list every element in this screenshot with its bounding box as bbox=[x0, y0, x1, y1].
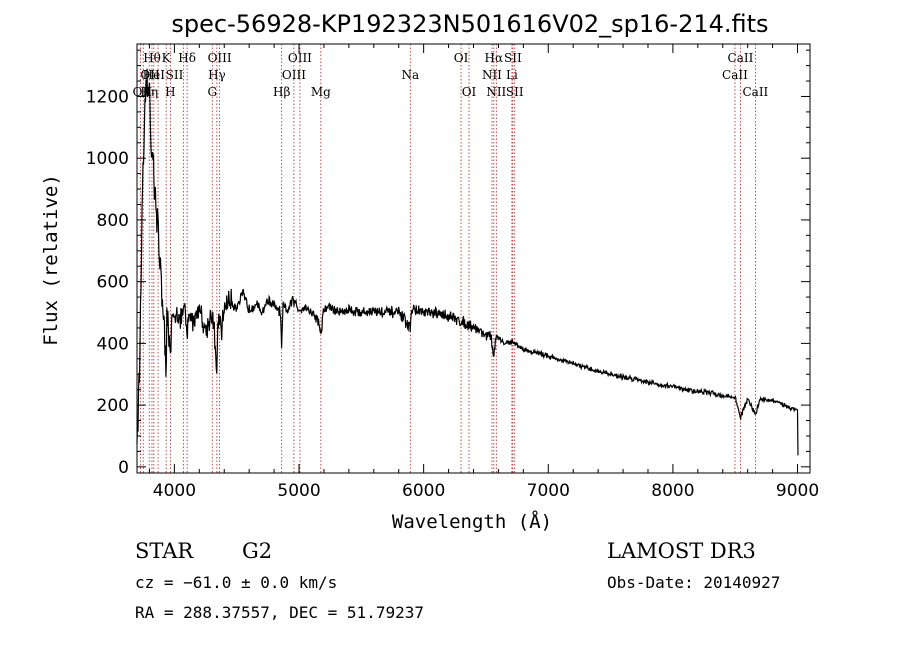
spectral-line-label-25: SII bbox=[506, 85, 524, 99]
spectral-line-label-24: SII bbox=[504, 51, 522, 65]
spectral-line-label-0: OII bbox=[140, 68, 160, 82]
x-tick-label-0: 4000 bbox=[153, 481, 196, 501]
y-tick-label-5: 1000 bbox=[86, 149, 129, 169]
spectral-line-label-10: G bbox=[207, 85, 217, 99]
x-tick-label-2: 6000 bbox=[402, 481, 445, 501]
spectral-line-label-28: CaII bbox=[742, 85, 768, 99]
spectral-line-label-6: K bbox=[162, 51, 172, 65]
x-tick-label-1: 5000 bbox=[277, 481, 320, 501]
spectral-line-label-4: HeI bbox=[143, 68, 166, 82]
spectral-line-label-7: H bbox=[165, 85, 175, 99]
coordinates: RA = 288.37557, DEC = 51.79237 bbox=[135, 603, 424, 622]
spectral-line-label-14: OIII bbox=[282, 68, 306, 82]
spectral-line-markers bbox=[139, 44, 756, 473]
spectral-line-label-11: Hγ bbox=[208, 68, 226, 82]
y-axis-label: Flux (relative) bbox=[40, 174, 62, 346]
y-tick-label-2: 400 bbox=[97, 334, 129, 354]
spectral-line-label-16: Mg bbox=[311, 85, 331, 99]
y-tick-label-1: 200 bbox=[97, 396, 129, 416]
x-tick-label-5: 9000 bbox=[776, 481, 819, 501]
x-tick-label-3: 7000 bbox=[527, 481, 570, 501]
spectral-line-label-9: Hδ bbox=[178, 51, 196, 65]
survey-name: LAMOST DR3 bbox=[607, 539, 756, 563]
spectral-line-label-21: Hα bbox=[485, 51, 504, 65]
plot-frame bbox=[136, 43, 811, 474]
observation-date: Obs-Date: 20140927 bbox=[607, 573, 780, 592]
y-tick-label-3: 600 bbox=[97, 273, 129, 293]
x-axis-label: Wavelength (Å) bbox=[392, 510, 552, 533]
spectral-line-label-18: OI bbox=[454, 51, 469, 65]
spectral-line-label-15: OIII bbox=[288, 51, 312, 65]
x-axis-ticks: 4000 5000 6000 7000 8000 9000 bbox=[148, 44, 819, 501]
spectral-line-label-22: NII bbox=[486, 85, 506, 99]
y-tick-label-4: 800 bbox=[97, 211, 129, 231]
y-tick-label-0: 0 bbox=[118, 458, 129, 478]
spectral-line-label-1: Hθ bbox=[143, 51, 161, 65]
spectral-line-label-19: OI bbox=[462, 85, 477, 99]
spectral-line-label-20: NII bbox=[482, 68, 502, 82]
spectral-line-label-17: Na bbox=[401, 68, 419, 82]
object-class: STAR bbox=[135, 539, 194, 563]
y-tick-label-6: 1200 bbox=[86, 87, 129, 107]
spectral-line-label-26: CaII bbox=[722, 68, 748, 82]
spectral-line-label-12: OIII bbox=[208, 51, 232, 65]
spectral-line-labels: OIIHθHηOIIHeIKHSIIHδGHγOIIIHβOIIIOIIIMgN… bbox=[133, 51, 769, 99]
spectral-line-label-13: Hβ bbox=[273, 85, 290, 99]
spectral-line-label-8: SII bbox=[166, 68, 184, 82]
object-subclass: G2 bbox=[242, 539, 272, 563]
y-axis-ticks: 0 200 400 600 800 1000 1200 bbox=[86, 49, 810, 478]
spectral-line-label-27: CaII bbox=[728, 51, 754, 65]
x-tick-label-4: 8000 bbox=[651, 481, 694, 501]
chart-title: spec-56928-KP192323N501616V02_sp16-214.f… bbox=[171, 10, 768, 38]
spectrum-curve bbox=[136, 68, 799, 456]
spectral-line-label-23: Li bbox=[506, 68, 518, 82]
redshift-line: cz = −61.0 ± 0.0 km/s bbox=[135, 573, 337, 592]
